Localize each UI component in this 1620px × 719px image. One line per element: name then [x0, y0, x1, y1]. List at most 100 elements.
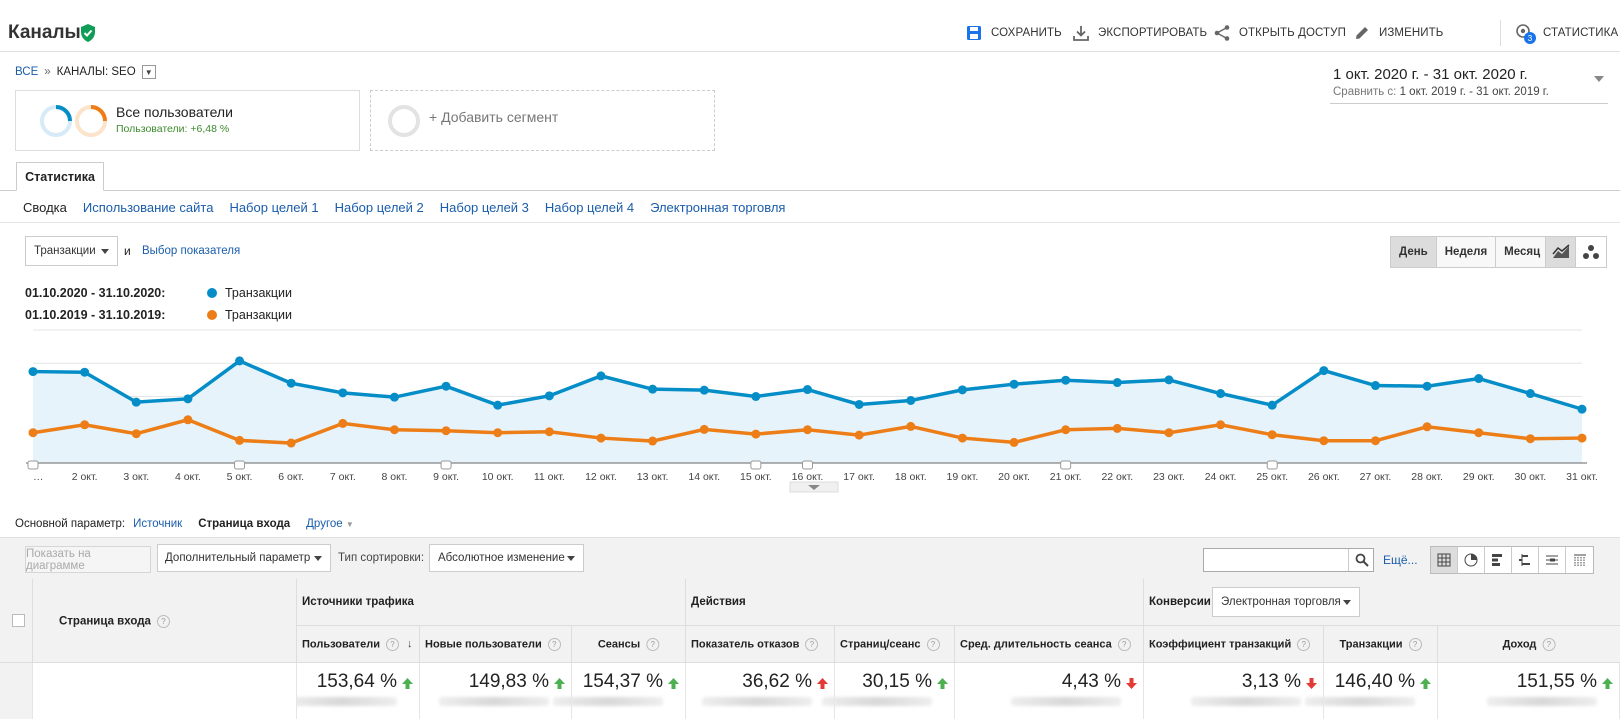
view-term-cloud-button[interactable] [1539, 547, 1566, 573]
choose-metric-link[interactable]: Выбор показателя [142, 245, 241, 257]
annotation-marker-icon [802, 460, 813, 470]
help-icon[interactable]: ? [386, 638, 400, 651]
landing-page-header[interactable]: Страница входа? [33, 579, 297, 663]
subtab-goal-set-2[interactable]: Набор целей 2 [334, 200, 424, 215]
col-header-avg-session-duration[interactable]: Сред. длительность сеанса? [955, 626, 1144, 663]
secondary-dimension-select[interactable]: Дополнительный параметр [157, 544, 331, 572]
subtab-ecommerce[interactable]: Электронная торговля [650, 200, 786, 215]
help-icon[interactable]: ? [926, 638, 940, 651]
x-tick-label: 26 окт. [1308, 471, 1340, 483]
segment-subtitle: Пользователи: +6,48 % [116, 123, 230, 135]
toolbar-divider [1500, 20, 1501, 46]
view-comparison-button[interactable] [1512, 547, 1539, 573]
data-point [1370, 436, 1380, 446]
col-header-pages-per-session[interactable]: Страниц/сеанс? [835, 626, 955, 663]
col-header-revenue[interactable]: Доход? [1438, 626, 1620, 663]
dimension-source-link[interactable]: Источник [133, 518, 183, 530]
compare-label: Сравнить с: [1333, 86, 1397, 98]
motion-chart-button[interactable] [1576, 237, 1606, 267]
col-header-transaction-rate[interactable]: Коэффициент транзакций? [1144, 626, 1324, 663]
line-chart-button[interactable] [1546, 237, 1576, 267]
arrow-up-icon [668, 678, 679, 689]
legend-label-previous: Транзакции [225, 308, 293, 322]
arrow-up-icon [1602, 678, 1613, 689]
data-point [1422, 381, 1432, 391]
data-point [1267, 430, 1277, 440]
x-tick-label: 21 окт. [1050, 471, 1082, 483]
help-icon[interactable]: ? [1297, 638, 1311, 651]
period-week-button[interactable]: Неделя [1436, 237, 1497, 267]
stats-button[interactable]: 3 СТАТИСТИКА [1515, 22, 1618, 44]
export-button[interactable]: ЭКСПОРТИРОВАТЬ [1072, 22, 1207, 44]
download-icon [1073, 26, 1089, 41]
data-point [596, 371, 606, 381]
edit-button[interactable]: ИЗМЕНИТЬ [1353, 22, 1443, 44]
date-range-compare: Сравнить с: 1 окт. 2019 г. - 31 окт. 201… [1333, 86, 1549, 98]
view-pivot-button[interactable] [1566, 547, 1593, 573]
search-button[interactable] [1348, 549, 1374, 571]
col-header-bounce-rate[interactable]: Показатель отказов? [686, 626, 835, 663]
view-table-button[interactable] [1431, 547, 1458, 573]
breadcrumb-dropdown[interactable]: ▼ [141, 65, 156, 79]
help-icon[interactable]: ? [156, 615, 170, 628]
tab-statistics[interactable]: Статистика [16, 162, 104, 191]
help-icon[interactable]: ? [1117, 638, 1131, 651]
dimension-landing-page[interactable]: Страница входа [198, 518, 291, 530]
total-cell-transaction-rate: 3,13 % [1144, 663, 1324, 719]
line-chart-icon [1551, 244, 1569, 258]
x-tick-label: 6 окт. [278, 471, 304, 483]
subtab-summary[interactable]: Сводка [23, 200, 67, 215]
help-icon[interactable]: ? [805, 638, 819, 651]
legend-dot-blue [207, 288, 217, 298]
help-icon[interactable]: ? [1408, 638, 1422, 651]
help-icon[interactable]: ? [646, 638, 660, 651]
x-tick-label: 28 окт. [1411, 471, 1443, 483]
show-on-chart-button[interactable]: Показать на диаграмме [25, 546, 151, 573]
more-link[interactable]: Ещё... [1383, 553, 1418, 567]
x-tick-label: … [33, 471, 44, 483]
period-month-button[interactable]: Месяц [1496, 237, 1549, 267]
col-header-users[interactable]: Пользователи? ↓ [297, 626, 420, 663]
x-tick-label: 14 окт. [688, 471, 720, 483]
data-point [957, 385, 967, 395]
help-icon[interactable]: ? [547, 638, 561, 651]
data-point [906, 421, 916, 431]
chevron-down-icon [808, 485, 820, 490]
sort-type-select[interactable]: Абсолютное изменение [429, 544, 584, 572]
annotation-marker-icon [1266, 460, 1278, 470]
view-pie-button[interactable] [1458, 547, 1485, 573]
dimension-other-dropdown[interactable]: Другое ▼ [306, 518, 354, 530]
insights-icon: 3 [1515, 23, 1536, 44]
view-performance-button[interactable] [1485, 547, 1512, 573]
select-all-checkbox[interactable] [12, 614, 25, 627]
subtab-goal-set-4[interactable]: Набор целей 4 [544, 200, 635, 215]
sort-desc-icon[interactable]: ↓ [407, 638, 413, 651]
col-header-transactions[interactable]: Транзакции? [1324, 626, 1438, 663]
share-button[interactable]: ОТКРЫТЬ ДОСТУП [1213, 22, 1346, 44]
conversion-type-select[interactable]: Электронная торговля [1212, 587, 1360, 617]
col-header-new-users[interactable]: Новые пользователи? [420, 626, 572, 663]
data-point [80, 367, 90, 377]
subtab-goal-set-3[interactable]: Набор целей 3 [439, 200, 529, 215]
help-icon[interactable]: ? [1542, 638, 1556, 651]
data-point [183, 415, 193, 425]
col-header-sessions[interactable]: Сеансы? [572, 626, 686, 663]
table-view-toggle [1430, 546, 1594, 574]
subtab-site-usage[interactable]: Использование сайта [82, 200, 214, 215]
table-search-input[interactable] [1203, 548, 1374, 572]
x-tick-label: 16 окт. [792, 471, 824, 483]
period-day-button[interactable]: День [1391, 237, 1437, 267]
data-point [1061, 375, 1071, 385]
breadcrumb-all[interactable]: ВСЕ [15, 66, 39, 78]
total-cell-sessions: 154,37 % [553, 663, 686, 719]
save-button[interactable]: СОХРАНИТЬ [965, 22, 1062, 44]
metric-select[interactable]: Транзакции [25, 236, 118, 266]
add-segment-box[interactable]: + Добавить сегмент [370, 90, 715, 151]
subtab-goal-set-1[interactable]: Набор целей 1 [229, 200, 319, 215]
group-acquisition: Источники трафика [297, 579, 686, 626]
date-range-picker[interactable]: 1 окт. 2020 г. - 31 окт. 2020 г. Сравнит… [1330, 66, 1608, 104]
data-point [1267, 400, 1277, 410]
save-icon [967, 26, 981, 40]
period-toggle: День Неделя Месяц [1390, 236, 1550, 268]
segment-all-users[interactable]: Все пользователи Пользователи: +6,48 % [15, 90, 360, 151]
